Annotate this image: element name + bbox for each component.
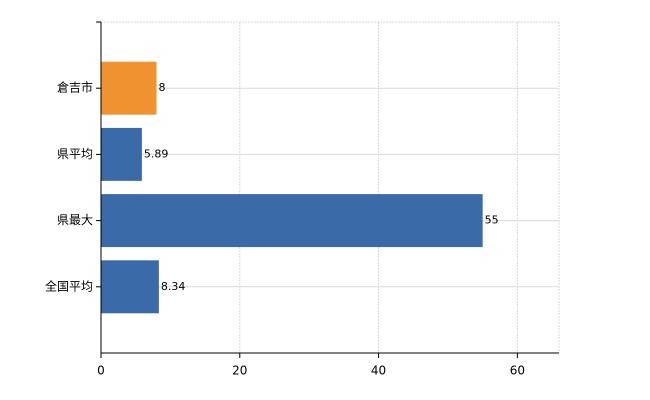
bar [101, 61, 157, 115]
x-tick-label: 40 [371, 364, 386, 378]
x-tick-label: 60 [510, 364, 525, 378]
value-label: 5.89 [144, 147, 169, 160]
y-tick-label: 県最大 [57, 213, 93, 227]
bar [101, 194, 483, 248]
y-tick-label: 倉吉市 [57, 80, 93, 95]
value-label: 55 [485, 214, 499, 227]
y-tick-label: 県平均 [57, 147, 93, 161]
value-label: 8 [159, 81, 166, 94]
bar [101, 260, 159, 314]
bar [101, 127, 142, 181]
x-tick-label: 20 [232, 364, 247, 378]
x-tick-label: 0 [97, 364, 105, 378]
y-tick-label: 全国平均 [45, 278, 93, 293]
value-label: 8.34 [161, 280, 186, 293]
